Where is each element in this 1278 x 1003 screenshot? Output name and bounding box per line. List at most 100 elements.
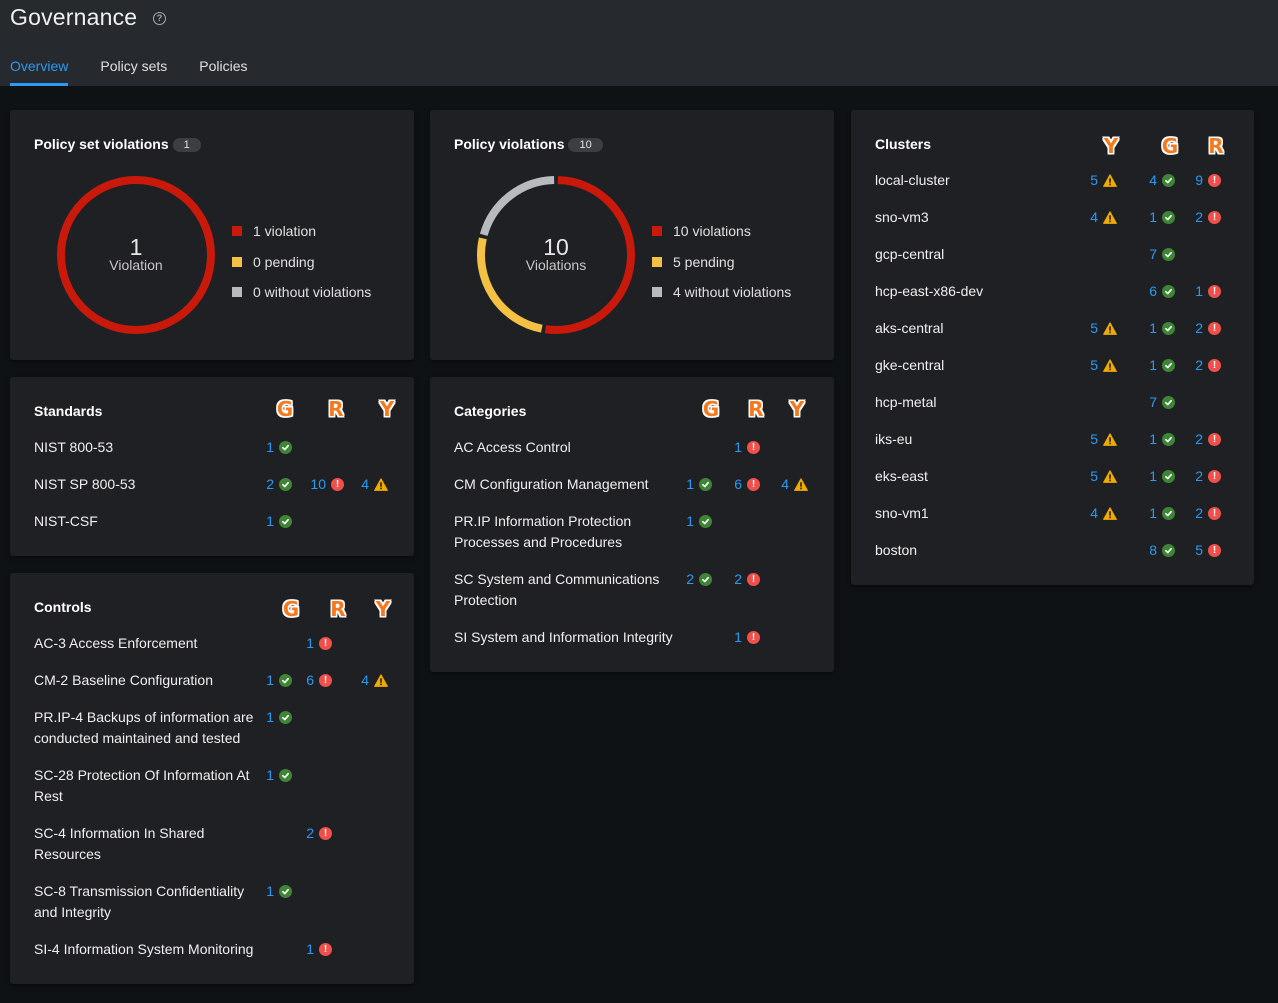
count-value[interactable]: 2 — [1195, 357, 1203, 373]
tab-overview[interactable]: Overview — [10, 58, 69, 86]
count-link-r[interactable]: 2! — [1177, 466, 1221, 487]
count-link-g[interactable]: 1 — [248, 670, 292, 691]
count-link-g[interactable]: 7 — [1131, 392, 1175, 413]
count-value[interactable]: 1 — [734, 439, 742, 455]
donut-slice-violation[interactable] — [57, 176, 215, 334]
row-label[interactable]: local-cluster — [875, 172, 950, 188]
count-link-g[interactable]: 1 — [1131, 355, 1175, 376]
count-value[interactable]: 1 — [266, 767, 274, 783]
count-value[interactable]: 10 — [310, 476, 326, 492]
count-link-g[interactable]: 2 — [668, 569, 712, 590]
count-link-r[interactable]: 2! — [1177, 207, 1221, 228]
count-value[interactable]: 5 — [1090, 320, 1098, 336]
count-value[interactable]: 5 — [1090, 172, 1098, 188]
count-link-r[interactable]: 10! — [300, 474, 344, 495]
count-value[interactable]: 2 — [1195, 468, 1203, 484]
count-link-g[interactable]: 1 — [668, 511, 712, 532]
count-link-y[interactable]: 4 — [343, 670, 388, 691]
count-link-r[interactable]: 1! — [1177, 281, 1221, 302]
count-link-g[interactable]: 1 — [248, 511, 292, 532]
count-link-r[interactable]: 1! — [288, 633, 332, 654]
question-circle-icon[interactable]: ? — [153, 12, 166, 25]
count-value[interactable]: 2 — [686, 571, 694, 587]
row-label[interactable]: aks-central — [875, 320, 944, 336]
row-label[interactable]: boston — [875, 542, 918, 558]
count-value[interactable]: 5 — [1195, 542, 1203, 558]
donut-chart[interactable]: 10 Violations — [474, 173, 638, 337]
count-link-g[interactable]: 8 — [1131, 540, 1175, 561]
donut-chart[interactable]: 1 Violation — [54, 173, 218, 337]
legend-item-violation[interactable]: 1 violation — [232, 216, 371, 247]
count-value[interactable]: 2 — [266, 476, 274, 492]
tab-policies[interactable]: Policies — [199, 58, 248, 74]
count-link-r[interactable]: 2! — [1177, 503, 1221, 524]
count-link-g[interactable]: 1 — [1131, 503, 1175, 524]
count-value[interactable]: 6 — [1149, 283, 1157, 299]
count-link-g[interactable]: 1 — [248, 707, 292, 728]
donut-slice-pending[interactable] — [477, 237, 543, 333]
legend-item-without[interactable]: 0 without violations — [232, 277, 371, 308]
count-link-r[interactable]: 2! — [288, 823, 332, 844]
count-value[interactable]: 2 — [1195, 209, 1203, 225]
count-value[interactable]: 1 — [306, 941, 314, 957]
count-value[interactable]: 1 — [266, 439, 274, 455]
count-link-g[interactable]: 1 — [248, 765, 292, 786]
count-link-r[interactable]: 1! — [288, 939, 332, 960]
row-label[interactable]: gcp-central — [875, 246, 945, 262]
count-value[interactable]: 7 — [1149, 246, 1157, 262]
count-value[interactable]: 4 — [1090, 209, 1098, 225]
count-link-r[interactable]: 2! — [1177, 355, 1221, 376]
row-label[interactable]: iks-eu — [875, 431, 913, 447]
count-value[interactable]: 4 — [1149, 172, 1157, 188]
count-link-g[interactable]: 1 — [668, 474, 712, 495]
count-value[interactable]: 1 — [266, 513, 274, 529]
count-value[interactable]: 8 — [1149, 542, 1157, 558]
count-value[interactable]: 1 — [1149, 505, 1157, 521]
row-label[interactable]: hcp-east-x86-dev — [875, 283, 984, 299]
count-value[interactable]: 1 — [266, 709, 274, 725]
count-link-g[interactable]: 7 — [1131, 244, 1175, 265]
count-value[interactable]: 1 — [1149, 209, 1157, 225]
donut-slice-without-violations[interactable] — [479, 176, 555, 236]
count-value[interactable]: 1 — [1149, 357, 1157, 373]
count-value[interactable]: 6 — [734, 476, 742, 492]
count-value[interactable]: 1 — [686, 513, 694, 529]
count-value[interactable]: 1 — [266, 883, 274, 899]
count-link-g[interactable]: 1 — [1131, 207, 1175, 228]
count-link-r[interactable]: 5! — [1177, 540, 1221, 561]
count-value[interactable]: 2 — [306, 825, 314, 841]
row-label[interactable]: sno-vm3 — [875, 209, 929, 225]
count-link-y[interactable]: 4 — [343, 474, 388, 495]
count-link-r[interactable]: 1! — [716, 437, 760, 458]
count-link-g[interactable]: 1 — [1131, 318, 1175, 339]
count-value[interactable]: 9 — [1195, 172, 1203, 188]
count-value[interactable]: 1 — [266, 672, 274, 688]
count-link-g[interactable]: 6 — [1131, 281, 1175, 302]
legend-item-without[interactable]: 4 without violations — [652, 277, 791, 308]
count-link-y[interactable]: 5 — [1072, 429, 1117, 450]
count-value[interactable]: 4 — [361, 476, 369, 492]
count-link-y[interactable]: 4 — [1072, 207, 1117, 228]
count-value[interactable]: 2 — [1195, 505, 1203, 521]
count-link-r[interactable]: 2! — [716, 569, 760, 590]
count-link-y[interactable]: 5 — [1072, 170, 1117, 191]
count-link-g[interactable]: 1 — [248, 437, 292, 458]
count-value[interactable]: 1 — [686, 476, 694, 492]
count-link-y[interactable]: 5 — [1072, 466, 1117, 487]
count-value[interactable]: 4 — [361, 672, 369, 688]
count-link-g[interactable]: 1 — [1131, 429, 1175, 450]
count-value[interactable]: 5 — [1090, 431, 1098, 447]
count-value[interactable]: 2 — [1195, 320, 1203, 336]
count-link-y[interactable]: 4 — [763, 474, 808, 495]
count-value[interactable]: 4 — [781, 476, 789, 492]
row-label[interactable]: gke-central — [875, 357, 945, 373]
count-value[interactable]: 7 — [1149, 394, 1157, 410]
count-value[interactable]: 4 — [1090, 505, 1098, 521]
count-link-g[interactable]: 1 — [248, 881, 292, 902]
count-link-r[interactable]: 9! — [1177, 170, 1221, 191]
count-value[interactable]: 1 — [306, 635, 314, 651]
count-link-g[interactable]: 1 — [1131, 466, 1175, 487]
legend-item-pending[interactable]: 5 pending — [652, 247, 791, 278]
count-link-r[interactable]: 2! — [1177, 429, 1221, 450]
count-value[interactable]: 5 — [1090, 357, 1098, 373]
